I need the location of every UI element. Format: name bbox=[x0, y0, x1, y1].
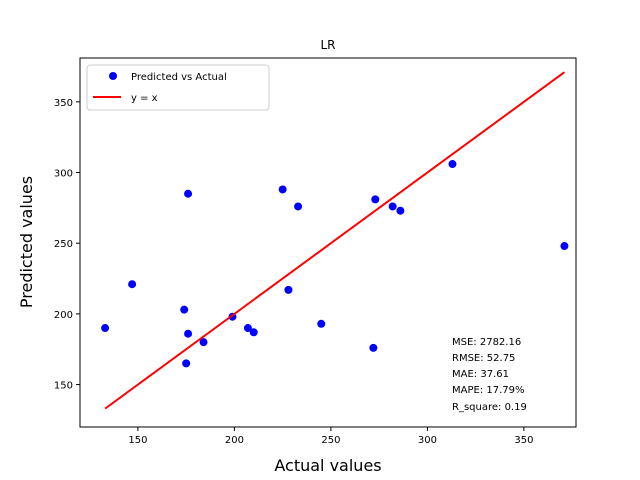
data-point bbox=[278, 185, 287, 194]
chart-title: LR bbox=[320, 38, 335, 52]
axis-ticks: 150 200 250 300 350 150 200 250 300 350 bbox=[54, 98, 534, 446]
data-point bbox=[317, 319, 326, 328]
y-tick-label: 150 bbox=[54, 381, 73, 392]
x-tick-label: 250 bbox=[321, 435, 340, 446]
chart-marks bbox=[101, 71, 569, 410]
data-point bbox=[128, 280, 137, 289]
legend-box bbox=[86, 64, 270, 111]
data-point bbox=[448, 160, 457, 169]
x-tick-label: 300 bbox=[418, 435, 437, 446]
data-point bbox=[371, 195, 380, 204]
data-point bbox=[284, 285, 293, 294]
data-point bbox=[388, 202, 397, 211]
y-axis-label: Predicted values bbox=[17, 176, 36, 308]
legend-label-line: y = x bbox=[131, 93, 158, 104]
y-tick-label: 300 bbox=[54, 169, 73, 180]
data-point bbox=[294, 202, 303, 211]
legend-marker-scatter bbox=[109, 72, 117, 80]
data-point bbox=[396, 206, 405, 215]
x-axis-label: Actual values bbox=[274, 456, 381, 475]
legend-label-scatter: Predicted vs Actual bbox=[131, 72, 227, 83]
stat-mae: MAE: 37.61 bbox=[452, 369, 509, 380]
data-point bbox=[560, 242, 569, 251]
stat-r-square: R_square: 0.19 bbox=[452, 402, 527, 413]
legend: Predicted vs Actual y = x bbox=[86, 64, 270, 111]
x-tick-label: 350 bbox=[514, 435, 533, 446]
y-tick-label: 250 bbox=[54, 239, 73, 250]
data-point bbox=[199, 338, 208, 347]
data-point bbox=[101, 324, 110, 333]
y-tick-label: 200 bbox=[54, 310, 73, 321]
data-point bbox=[369, 343, 378, 352]
data-point bbox=[184, 329, 193, 338]
stats-annotation: MSE: 2782.16 RMSE: 52.75 MAE: 37.61 MAPE… bbox=[452, 337, 527, 413]
x-tick-label: 200 bbox=[225, 435, 244, 446]
stat-mape: MAPE: 17.79% bbox=[452, 385, 525, 396]
data-point bbox=[180, 305, 189, 314]
data-point bbox=[184, 189, 193, 198]
plot-frame bbox=[79, 57, 577, 428]
x-tick-label: 150 bbox=[128, 435, 147, 446]
data-point bbox=[249, 328, 258, 337]
stat-mse: MSE: 2782.16 bbox=[452, 337, 521, 348]
reference-line-y-equals-x bbox=[104, 71, 566, 410]
stat-rmse: RMSE: 52.75 bbox=[452, 353, 515, 364]
y-tick-label: 350 bbox=[54, 98, 73, 109]
data-point bbox=[243, 324, 252, 333]
data-point bbox=[182, 359, 191, 368]
